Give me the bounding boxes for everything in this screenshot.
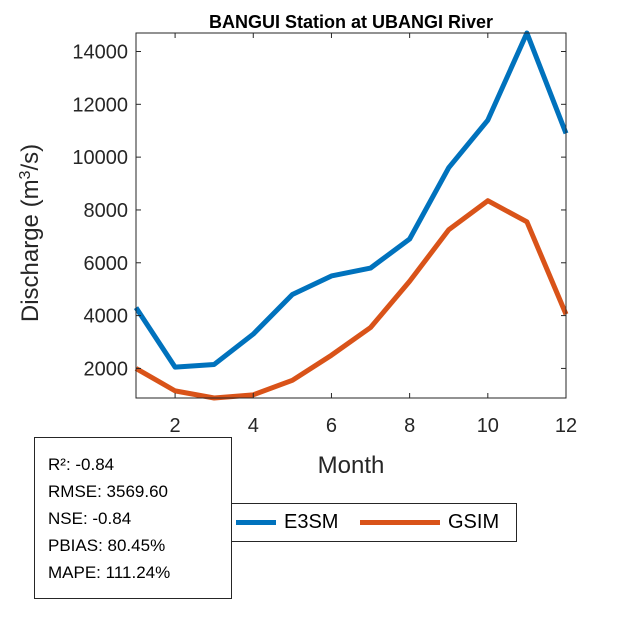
legend-item-gsim: GSIM [360,504,499,541]
legend: E3SM GSIM [232,503,517,542]
stat-r2: R²: -0.84 [48,455,115,474]
series-line-gsim [134,198,569,401]
y-tick-label: 2000 [84,358,129,380]
stat-mape: MAPE: 111.24% [48,563,171,582]
legend-item-e3sm: E3SM [236,504,338,541]
y-tick-label: 12000 [72,94,128,116]
legend-label-e3sm: E3SM [284,511,339,533]
x-tick-label: 2 [170,415,181,437]
x-tick-label: 6 [326,415,337,437]
y-tick-label: 4000 [84,306,129,328]
x-tick-label: 10 [477,415,499,437]
legend-label-gsim: GSIM [448,511,500,533]
x-axis-label: Month [318,452,385,479]
legend-swatch-e3sm [236,520,276,525]
stat-nse: NSE: -0.84 [48,509,132,528]
axes-frame [135,32,567,399]
y-axis-label: Discharge (m3/s) [17,144,45,322]
x-tick-label: 4 [248,415,259,437]
y-tick-label: 14000 [72,41,128,63]
legend-swatch-gsim [360,520,440,525]
series-line-e3sm [133,30,569,370]
x-tick-label: 12 [555,415,577,437]
chart-title: BANGUI Station at UBANGI River [209,12,493,32]
y-tick-label: 8000 [84,200,129,222]
plot-area [136,33,566,398]
y-axis: 2000 4000 6000 8000 10000 12000 14000 [72,41,566,380]
y-tick-label: 6000 [84,253,129,275]
stat-rmse: RMSE: 3569.60 [48,482,169,501]
x-axis: 2 4 6 8 10 12 [170,33,577,437]
y-tick-label: 10000 [72,147,128,169]
series-lines [133,30,569,401]
stat-pbias: PBIAS: 80.45% [48,536,166,555]
x-tick-label: 8 [404,415,415,437]
stats-box: R²: -0.84 RMSE: 3569.60 NSE: -0.84 PBIAS… [34,437,232,599]
